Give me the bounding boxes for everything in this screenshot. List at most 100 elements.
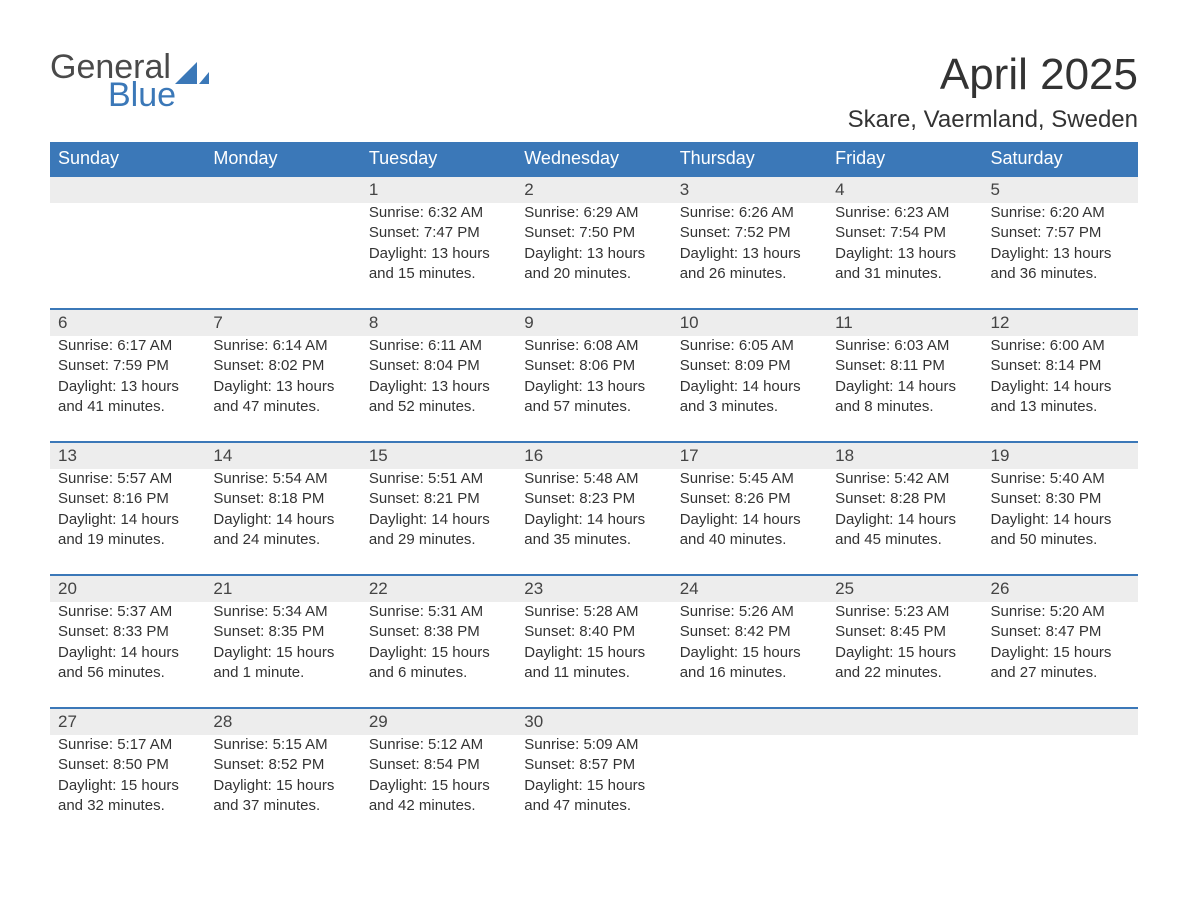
daylight-text: Daylight: 14 hours and 56 minutes. xyxy=(58,643,197,684)
sunset-text: Sunset: 7:47 PM xyxy=(369,223,508,243)
day-number-cell: 20 xyxy=(50,575,205,602)
sunset-text: Sunset: 8:47 PM xyxy=(991,622,1130,642)
day-detail-cell: Sunrise: 5:17 AMSunset: 8:50 PMDaylight:… xyxy=(50,735,205,840)
sunrise-text: Sunrise: 5:48 AM xyxy=(524,469,663,489)
daylight-text: Daylight: 15 hours and 47 minutes. xyxy=(524,776,663,817)
sunset-text: Sunset: 8:23 PM xyxy=(524,489,663,509)
sunset-text: Sunset: 8:06 PM xyxy=(524,356,663,376)
daylight-text: Daylight: 13 hours and 15 minutes. xyxy=(369,244,508,285)
day-detail-cell xyxy=(205,203,360,309)
daylight-text: Daylight: 15 hours and 16 minutes. xyxy=(680,643,819,684)
day-number-cell: 6 xyxy=(50,309,205,336)
day-number-cell: 4 xyxy=(827,176,982,203)
day-number-row: 20212223242526 xyxy=(50,575,1138,602)
calendar-table: SundayMondayTuesdayWednesdayThursdayFrid… xyxy=(50,142,1138,840)
weekday-header: Tuesday xyxy=(361,142,516,176)
daylight-text: Daylight: 14 hours and 8 minutes. xyxy=(835,377,974,418)
day-number-cell xyxy=(983,708,1138,735)
sunset-text: Sunset: 8:45 PM xyxy=(835,622,974,642)
daylight-text: Daylight: 14 hours and 13 minutes. xyxy=(991,377,1130,418)
daylight-text: Daylight: 15 hours and 6 minutes. xyxy=(369,643,508,684)
day-detail-cell: Sunrise: 6:20 AMSunset: 7:57 PMDaylight:… xyxy=(983,203,1138,309)
logo-text-blue: Blue xyxy=(108,78,209,112)
sunrise-text: Sunrise: 6:00 AM xyxy=(991,336,1130,356)
sunrise-text: Sunrise: 5:31 AM xyxy=(369,602,508,622)
day-detail-cell: Sunrise: 5:20 AMSunset: 8:47 PMDaylight:… xyxy=(983,602,1138,708)
daylight-text: Daylight: 15 hours and 11 minutes. xyxy=(524,643,663,684)
day-detail-cell: Sunrise: 5:26 AMSunset: 8:42 PMDaylight:… xyxy=(672,602,827,708)
day-number-cell: 29 xyxy=(361,708,516,735)
sunrise-text: Sunrise: 6:17 AM xyxy=(58,336,197,356)
daylight-text: Daylight: 15 hours and 1 minute. xyxy=(213,643,352,684)
day-number-cell: 3 xyxy=(672,176,827,203)
sunset-text: Sunset: 7:50 PM xyxy=(524,223,663,243)
month-title: April 2025 xyxy=(848,50,1138,100)
sunset-text: Sunset: 8:54 PM xyxy=(369,755,508,775)
day-detail-cell: Sunrise: 6:32 AMSunset: 7:47 PMDaylight:… xyxy=(361,203,516,309)
sunset-text: Sunset: 8:02 PM xyxy=(213,356,352,376)
day-detail-cell: Sunrise: 5:57 AMSunset: 8:16 PMDaylight:… xyxy=(50,469,205,575)
day-detail-cell: Sunrise: 5:54 AMSunset: 8:18 PMDaylight:… xyxy=(205,469,360,575)
sunset-text: Sunset: 8:26 PM xyxy=(680,489,819,509)
day-number-cell: 16 xyxy=(516,442,671,469)
weekday-header: Sunday xyxy=(50,142,205,176)
daylight-text: Daylight: 13 hours and 57 minutes. xyxy=(524,377,663,418)
sunset-text: Sunset: 8:40 PM xyxy=(524,622,663,642)
daylight-text: Daylight: 14 hours and 45 minutes. xyxy=(835,510,974,551)
day-number-cell: 12 xyxy=(983,309,1138,336)
day-number-cell: 25 xyxy=(827,575,982,602)
day-number-cell xyxy=(50,176,205,203)
day-detail-row: Sunrise: 6:17 AMSunset: 7:59 PMDaylight:… xyxy=(50,336,1138,442)
sunrise-text: Sunrise: 5:45 AM xyxy=(680,469,819,489)
day-detail-cell: Sunrise: 5:28 AMSunset: 8:40 PMDaylight:… xyxy=(516,602,671,708)
sunrise-text: Sunrise: 5:42 AM xyxy=(835,469,974,489)
sunrise-text: Sunrise: 6:29 AM xyxy=(524,203,663,223)
sunrise-text: Sunrise: 5:54 AM xyxy=(213,469,352,489)
day-detail-row: Sunrise: 5:17 AMSunset: 8:50 PMDaylight:… xyxy=(50,735,1138,840)
day-detail-cell: Sunrise: 5:42 AMSunset: 8:28 PMDaylight:… xyxy=(827,469,982,575)
sunset-text: Sunset: 8:28 PM xyxy=(835,489,974,509)
daylight-text: Daylight: 15 hours and 22 minutes. xyxy=(835,643,974,684)
day-number-cell: 15 xyxy=(361,442,516,469)
sunset-text: Sunset: 7:52 PM xyxy=(680,223,819,243)
daylight-text: Daylight: 15 hours and 42 minutes. xyxy=(369,776,508,817)
day-number-cell: 26 xyxy=(983,575,1138,602)
sunset-text: Sunset: 8:21 PM xyxy=(369,489,508,509)
sunset-text: Sunset: 8:42 PM xyxy=(680,622,819,642)
sunset-text: Sunset: 8:04 PM xyxy=(369,356,508,376)
day-detail-cell: Sunrise: 6:17 AMSunset: 7:59 PMDaylight:… xyxy=(50,336,205,442)
day-number-cell: 13 xyxy=(50,442,205,469)
day-detail-cell: Sunrise: 5:15 AMSunset: 8:52 PMDaylight:… xyxy=(205,735,360,840)
sunrise-text: Sunrise: 5:15 AM xyxy=(213,735,352,755)
day-detail-cell: Sunrise: 6:26 AMSunset: 7:52 PMDaylight:… xyxy=(672,203,827,309)
sunrise-text: Sunrise: 5:37 AM xyxy=(58,602,197,622)
day-number-cell xyxy=(205,176,360,203)
sunrise-text: Sunrise: 5:51 AM xyxy=(369,469,508,489)
day-detail-cell: Sunrise: 5:45 AMSunset: 8:26 PMDaylight:… xyxy=(672,469,827,575)
day-detail-cell: Sunrise: 5:34 AMSunset: 8:35 PMDaylight:… xyxy=(205,602,360,708)
sunset-text: Sunset: 8:38 PM xyxy=(369,622,508,642)
day-number-cell: 5 xyxy=(983,176,1138,203)
weekday-header-row: SundayMondayTuesdayWednesdayThursdayFrid… xyxy=(50,142,1138,176)
day-number-cell: 23 xyxy=(516,575,671,602)
daylight-text: Daylight: 14 hours and 29 minutes. xyxy=(369,510,508,551)
daylight-text: Daylight: 15 hours and 32 minutes. xyxy=(58,776,197,817)
day-number-cell: 2 xyxy=(516,176,671,203)
day-detail-cell xyxy=(50,203,205,309)
sunrise-text: Sunrise: 5:17 AM xyxy=(58,735,197,755)
day-number-row: 6789101112 xyxy=(50,309,1138,336)
sunrise-text: Sunrise: 5:26 AM xyxy=(680,602,819,622)
day-number-row: 12345 xyxy=(50,176,1138,203)
day-number-cell: 24 xyxy=(672,575,827,602)
day-detail-cell: Sunrise: 5:40 AMSunset: 8:30 PMDaylight:… xyxy=(983,469,1138,575)
sunrise-text: Sunrise: 6:11 AM xyxy=(369,336,508,356)
sunrise-text: Sunrise: 5:28 AM xyxy=(524,602,663,622)
day-number-cell: 10 xyxy=(672,309,827,336)
sunrise-text: Sunrise: 6:08 AM xyxy=(524,336,663,356)
day-detail-cell: Sunrise: 6:23 AMSunset: 7:54 PMDaylight:… xyxy=(827,203,982,309)
sunrise-text: Sunrise: 6:03 AM xyxy=(835,336,974,356)
day-detail-cell: Sunrise: 6:14 AMSunset: 8:02 PMDaylight:… xyxy=(205,336,360,442)
sunset-text: Sunset: 8:16 PM xyxy=(58,489,197,509)
daylight-text: Daylight: 14 hours and 3 minutes. xyxy=(680,377,819,418)
day-detail-cell: Sunrise: 5:37 AMSunset: 8:33 PMDaylight:… xyxy=(50,602,205,708)
